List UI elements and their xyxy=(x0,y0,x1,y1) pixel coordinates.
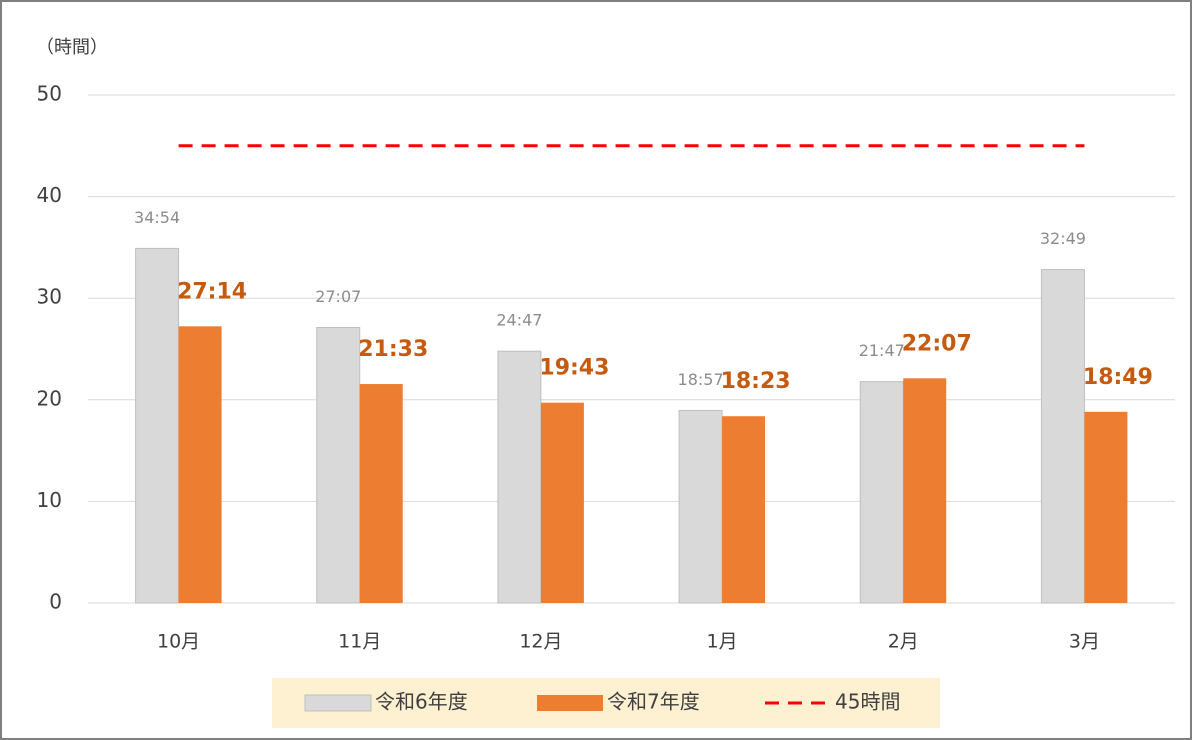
y-tick-label: 40 xyxy=(37,183,62,207)
x-tick-label: 10月 xyxy=(157,631,200,653)
value-label: 34:54 xyxy=(134,208,180,227)
value-label: 18:23 xyxy=(721,369,791,394)
bar xyxy=(178,326,222,603)
bar xyxy=(678,409,723,604)
value-label: 18:49 xyxy=(1083,365,1153,390)
bar xyxy=(540,402,584,603)
value-label: 21:33 xyxy=(358,337,428,362)
value-label: 21:47 xyxy=(859,341,905,360)
x-tick-label: 1月 xyxy=(707,631,738,653)
x-tick-label: 2月 xyxy=(888,631,919,653)
x-tick-label: 3月 xyxy=(1069,631,1100,653)
value-label: 27:14 xyxy=(177,279,247,304)
value-label: 19:43 xyxy=(539,356,609,381)
bar xyxy=(1040,269,1085,604)
legend-label: 45時間 xyxy=(835,690,900,714)
legend-label: 令和7年度 xyxy=(607,690,700,714)
legend-swatch xyxy=(304,694,372,712)
value-label: 32:49 xyxy=(1040,229,1086,248)
bar xyxy=(359,384,403,603)
y-axis-label: （時間） xyxy=(36,37,108,58)
y-tick-label: 10 xyxy=(37,488,62,512)
y-tick-label: 20 xyxy=(37,386,62,410)
bar xyxy=(859,381,904,604)
value-label: 22:07 xyxy=(902,331,972,356)
y-tick-label: 30 xyxy=(37,285,62,309)
bar xyxy=(1084,411,1128,603)
y-tick-label: 50 xyxy=(37,82,62,106)
x-tick-label: 11月 xyxy=(338,631,381,653)
value-label: 18:57 xyxy=(678,370,724,389)
bar xyxy=(903,378,947,603)
bar xyxy=(722,416,766,603)
x-tick-label: 12月 xyxy=(519,631,562,653)
bar xyxy=(316,326,361,604)
value-label: 24:47 xyxy=(496,311,542,330)
legend-label: 令和6年度 xyxy=(375,690,468,714)
bar xyxy=(135,247,180,604)
legend-box xyxy=(272,678,940,728)
bar xyxy=(497,350,542,604)
legend-swatch xyxy=(537,695,603,711)
value-label: 27:07 xyxy=(315,287,361,306)
y-tick-label: 0 xyxy=(49,590,62,614)
